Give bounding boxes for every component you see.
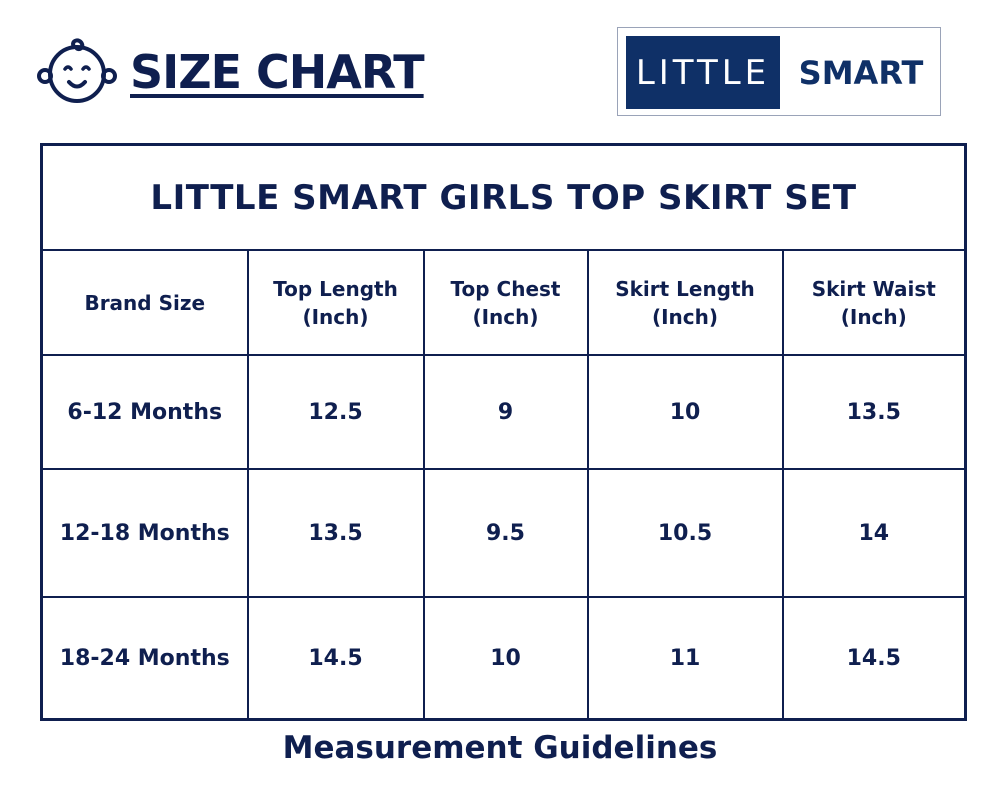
cell-skirt-waist: 13.5: [781, 354, 967, 470]
column-header-brand-size: Brand Size: [40, 249, 249, 356]
cell-skirt-length: 10.5: [586, 468, 784, 598]
table-row: 6-12 Months 12.5 9 10 13.5: [40, 354, 967, 470]
cell-skirt-waist: 14.5: [781, 596, 967, 721]
column-header-line1: Top Chest: [450, 276, 561, 301]
table-header-row: Brand Size Top Length (Inch) Top Chest (…: [40, 249, 967, 356]
column-header-skirt-length: Skirt Length (Inch): [586, 249, 784, 356]
column-header-line2: (Inch): [302, 304, 369, 329]
table-row: 18-24 Months 14.5 10 11 14.5: [40, 596, 967, 721]
cell-skirt-waist: 14: [781, 468, 967, 598]
column-header-top-chest: Top Chest (Inch): [422, 249, 589, 356]
page-title: SIZE CHART: [130, 45, 425, 99]
column-header-line1: Brand Size: [84, 290, 206, 315]
cell-top-length: 13.5: [246, 468, 425, 598]
cell-top-chest: 10: [422, 596, 589, 721]
baby-face-icon: [37, 38, 117, 103]
cell-top-length: 14.5: [246, 596, 425, 721]
cell-brand-size: 18-24 Months: [40, 596, 249, 721]
column-header-line1: Skirt Length: [615, 276, 755, 301]
column-header-top-length: Top Length (Inch): [246, 249, 425, 356]
column-header-line2: (Inch): [472, 304, 539, 329]
table-title: LITTLE SMART GIRLS TOP SKIRT SET: [40, 143, 967, 251]
column-header-line1: Top Length: [273, 276, 398, 301]
cell-skirt-length: 10: [586, 354, 784, 470]
column-header-line2: (Inch): [840, 304, 907, 329]
column-header-skirt-waist: Skirt Waist (Inch): [781, 249, 967, 356]
measurement-guidelines-heading: Measurement Guidelines: [282, 730, 718, 766]
cell-brand-size: 6-12 Months: [40, 354, 249, 470]
cell-skirt-length: 11: [586, 596, 784, 721]
cell-top-chest: 9.5: [422, 468, 589, 598]
logo-left-block: LITTLE: [626, 36, 780, 109]
table-row: 12-18 Months 13.5 9.5 10.5 14: [40, 468, 967, 598]
logo-right-text: SMART: [798, 53, 924, 92]
brand-logo: LITTLE SMART: [617, 27, 941, 116]
size-table: LITTLE SMART GIRLS TOP SKIRT SET Brand S…: [40, 143, 968, 721]
column-header-line2: (Inch): [651, 304, 719, 329]
column-header-line1: Skirt Waist: [811, 276, 936, 301]
cell-top-length: 12.5: [246, 354, 425, 470]
cell-top-chest: 9: [422, 354, 589, 470]
cell-brand-size: 12-18 Months: [40, 468, 249, 598]
